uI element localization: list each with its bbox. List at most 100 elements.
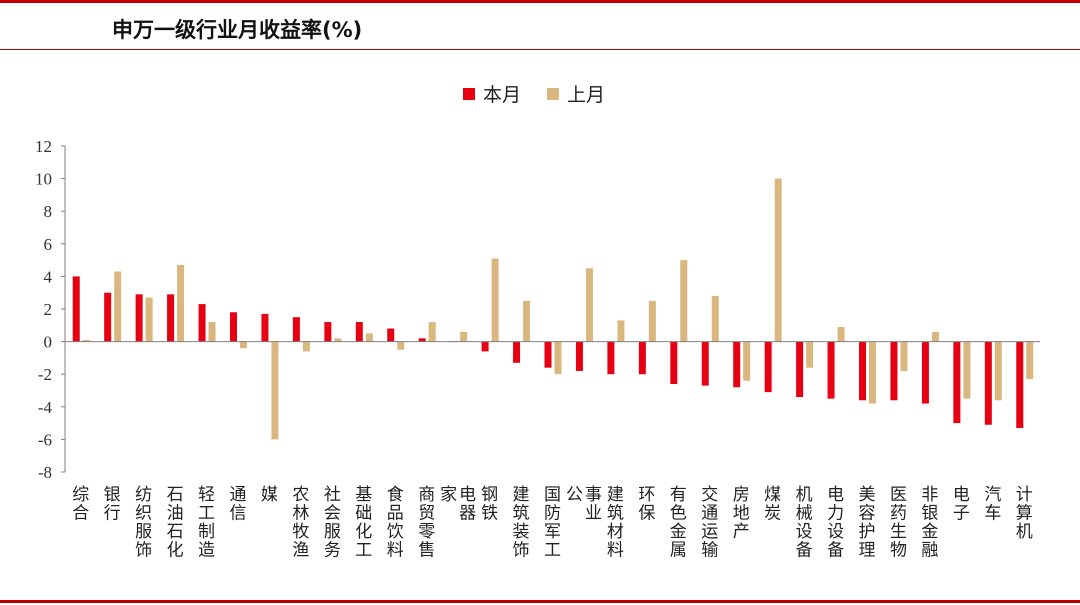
- bar-current-26: [890, 341, 898, 401]
- bar-current-7: [292, 317, 300, 342]
- bar-previous-30: [1026, 341, 1034, 380]
- bar-previous-11: [428, 322, 436, 342]
- category-label: 计算机: [1016, 485, 1033, 542]
- category-label: 医药生物: [890, 485, 907, 561]
- chart-title: 申万一级行业月收益率(%): [112, 18, 363, 42]
- bar-current-19: [670, 341, 678, 384]
- category-label: 基础化工: [355, 485, 372, 561]
- legend-label-current: 本月: [483, 84, 521, 106]
- bar-previous-26: [900, 341, 908, 371]
- bar-current-5: [229, 312, 237, 342]
- bar-current-30: [1016, 341, 1024, 428]
- bar-current-21: [733, 341, 741, 388]
- bar-previous-17: [617, 320, 625, 342]
- y-tick-label: -8: [38, 463, 52, 482]
- category-label: 美容护理: [859, 485, 876, 561]
- bar-previous-27: [931, 331, 939, 342]
- bar-previous-22: [774, 178, 782, 342]
- bar-current-10: [387, 328, 395, 342]
- bar-current-23: [796, 341, 804, 398]
- bar-previous-15: [554, 341, 562, 375]
- bar-current-17: [607, 341, 615, 375]
- bar-current-2: [135, 294, 143, 342]
- category-label: 有色金属: [670, 485, 687, 561]
- bar-previous-6: [271, 341, 279, 440]
- category-label: 银行: [104, 485, 121, 524]
- bar-previous-16: [585, 268, 593, 342]
- bar-current-3: [167, 294, 175, 342]
- category-label: 煤炭: [764, 485, 781, 524]
- bar-previous-18: [648, 300, 656, 342]
- top-rule: [0, 0, 1080, 3]
- bar-current-16: [575, 341, 583, 371]
- y-tick-label: 8: [44, 202, 53, 221]
- bar-previous-9: [365, 333, 373, 342]
- bar-current-9: [355, 322, 363, 342]
- bar-previous-20: [711, 295, 719, 342]
- bar-previous-0: [82, 339, 90, 342]
- y-tick-label: -4: [38, 398, 53, 417]
- title-underline: [0, 49, 1080, 50]
- bar-previous-5: [239, 341, 247, 349]
- bar-previous-10: [397, 341, 405, 350]
- bar-current-29: [984, 341, 992, 425]
- bar-previous-29: [994, 341, 1002, 401]
- bottom-rule: [0, 600, 1080, 603]
- category-label: 汽车: [984, 485, 1001, 524]
- y-tick-label: 12: [35, 137, 52, 156]
- category-label: 钢铁: [481, 485, 498, 524]
- category-label: 国防军工: [544, 485, 561, 561]
- bar-previous-21: [743, 341, 751, 381]
- category-label: 商贸零售: [418, 485, 435, 561]
- bar-current-11: [418, 338, 426, 342]
- category-label: 综合: [72, 485, 89, 524]
- category-label: 建筑材料: [607, 485, 624, 561]
- category-label: 通信: [229, 485, 246, 524]
- bar-current-25: [859, 341, 867, 401]
- category-label: 公: [566, 485, 583, 505]
- bar-previous-4: [208, 322, 216, 342]
- bar-previous-1: [114, 271, 122, 342]
- y-tick-label: 10: [35, 170, 52, 189]
- category-label: 媒: [261, 485, 278, 505]
- y-tick-label: 6: [44, 235, 53, 254]
- category-label: 机械设备: [796, 485, 813, 561]
- category-label: 食品饮料: [387, 485, 404, 561]
- y-tick-label: -6: [38, 430, 52, 449]
- bar-current-27: [921, 341, 929, 404]
- category-label: 社会服务: [324, 485, 341, 561]
- bar-current-0: [72, 276, 80, 342]
- category-label: 石油石化: [167, 485, 184, 561]
- category-label: 纺织服饰: [135, 485, 152, 561]
- legend-swatch-previous: [547, 88, 559, 100]
- bar-current-6: [261, 313, 269, 342]
- category-label: 电子: [953, 485, 970, 524]
- bar-current-8: [324, 322, 332, 342]
- category-label: 电器: [459, 485, 476, 524]
- legend-swatch-current: [463, 88, 475, 100]
- bar-current-15: [544, 341, 552, 368]
- bar-current-4: [198, 304, 206, 342]
- bar-previous-19: [680, 260, 688, 342]
- legend: 本月 上月: [463, 84, 605, 106]
- y-tick-label: -2: [38, 365, 52, 384]
- bar-current-24: [827, 341, 835, 399]
- y-tick-label: 2: [44, 300, 53, 319]
- bar-current-18: [638, 341, 646, 375]
- bar-previous-3: [177, 264, 185, 342]
- category-label: 建筑装饰: [513, 485, 530, 561]
- category-label: 房地产: [733, 485, 750, 542]
- bar-previous-2: [145, 297, 153, 342]
- bar-current-14: [513, 341, 521, 363]
- category-label: 非银金融: [921, 485, 938, 561]
- bar-previous-23: [806, 341, 814, 368]
- bar-current-22: [764, 341, 772, 393]
- bar-current-13: [481, 341, 489, 352]
- bar-previous-25: [869, 341, 877, 404]
- category-label: 电力设备: [827, 485, 844, 561]
- bar-previous-28: [963, 341, 971, 399]
- legend-label-previous: 上月: [567, 84, 605, 106]
- category-label: 农林牧渔: [292, 485, 309, 561]
